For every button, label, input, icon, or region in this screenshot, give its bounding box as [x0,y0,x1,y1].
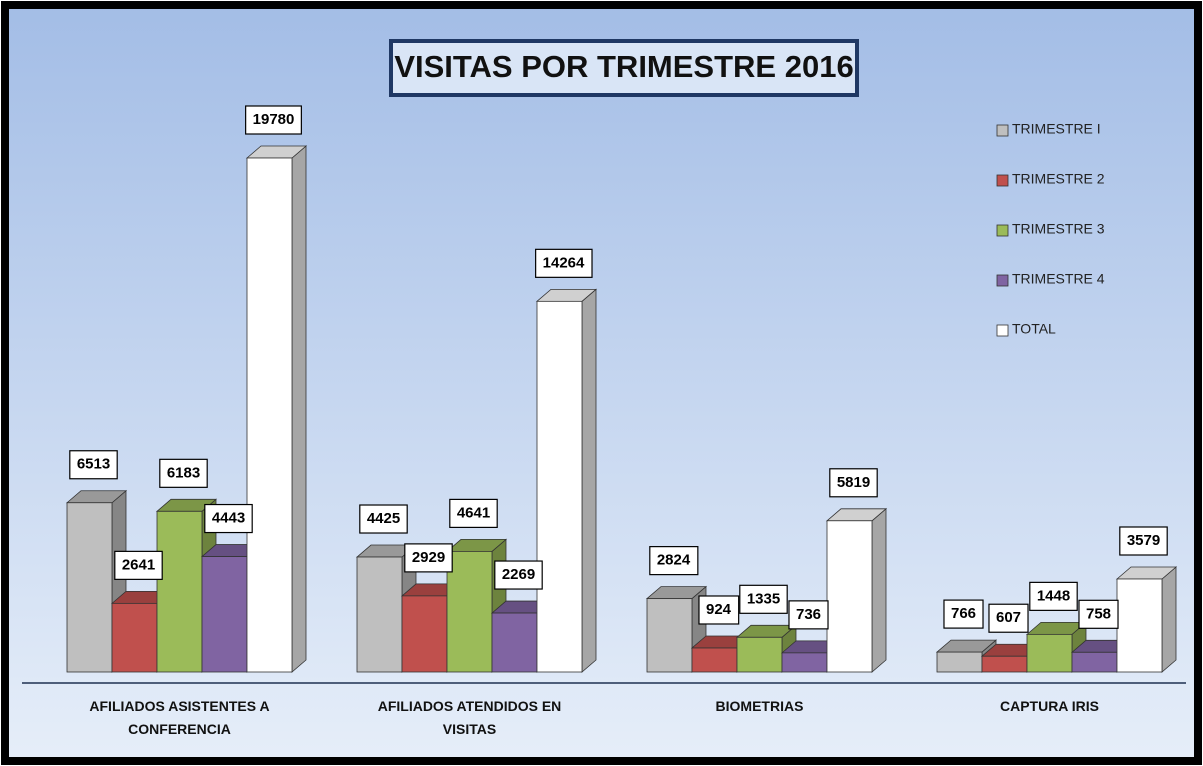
bar [1116,578,1163,673]
legend-label: TRIMESTRE 3 [1012,221,1105,237]
x-tick-label: AFILIADOS ASISTENTES A CONFERENCIA [89,698,270,737]
value-label-box [359,504,408,534]
bar [536,300,583,673]
bar-side [1161,566,1177,673]
value-label-box [1029,581,1078,611]
bar-side [291,145,307,673]
value-label: 1448 [1037,587,1070,604]
value-label-box [788,600,829,630]
value-label-box [69,450,118,480]
value-label: 736 [796,606,821,623]
value-label: 766 [951,605,976,622]
bar [646,598,693,673]
value-label: 4443 [212,510,245,527]
bar [491,612,538,673]
value-label-box [1119,526,1168,556]
bar [66,502,113,673]
value-label-box [1078,599,1119,629]
legend-swatch [996,324,1009,337]
value-label: 6183 [167,464,200,481]
value-label: 1335 [747,590,780,607]
value-label: 924 [706,601,732,618]
legend-label: TRIMESTRE 2 [1012,171,1105,187]
bar [936,651,983,673]
value-label-box [943,599,984,629]
legend-swatch [996,274,1009,287]
bar [1071,651,1118,673]
x-tick-label: BIOMETRIAS [715,698,804,714]
value-label-box [404,543,453,573]
chart-title: VISITAS POR TRIMESTRE 2016 [394,49,853,84]
value-label: 607 [996,609,1021,626]
bar [356,556,403,673]
legend-label: TOTAL [1012,321,1056,337]
x-tick-label: CAPTURA IRIS [999,698,1100,714]
value-label: 758 [1086,605,1111,622]
value-label-box [494,560,543,590]
value-label: 2824 [657,552,691,569]
value-label: 14264 [543,254,585,271]
value-label-box [698,595,740,625]
bar [1026,633,1073,673]
value-label: 2641 [122,556,155,573]
value-label: 4425 [367,510,400,527]
value-label-box [988,603,1029,633]
bar [446,550,493,673]
value-label: 6513 [77,456,110,473]
value-label: 5819 [837,474,870,491]
value-label: 2269 [502,566,535,583]
bar-side [871,507,887,673]
title-box [389,39,859,97]
bar [246,157,293,673]
value-label-box [245,105,302,135]
legend-label: TRIMESTRE 4 [1012,271,1105,287]
value-label-box [535,248,593,278]
bar [691,647,738,673]
bar [736,636,783,673]
bar [781,652,828,673]
value-label: 4641 [457,504,490,521]
value-label-box [114,550,163,580]
value-label: 2929 [412,549,445,566]
value-label-box [829,468,878,498]
bar [826,520,873,673]
value-label-box [204,503,253,534]
value-label-box [159,458,208,488]
bar [111,602,158,673]
legend-label: TRIMESTRE I [1012,121,1101,137]
bar [401,595,448,673]
value-label: 3579 [1127,532,1160,549]
bar-side [581,288,597,673]
bar [156,510,203,673]
legend-swatch [996,124,1009,137]
bar [201,556,248,673]
x-tick-label: AFILIADOS ATENDIDOS EN VISITAS [377,698,562,737]
value-label: 19780 [253,111,295,128]
value-label-box [649,546,699,576]
legend-swatch [996,224,1009,237]
value-label-box [449,498,498,528]
value-label-box [739,584,788,614]
bar [981,655,1028,673]
legend-swatch [996,174,1009,187]
